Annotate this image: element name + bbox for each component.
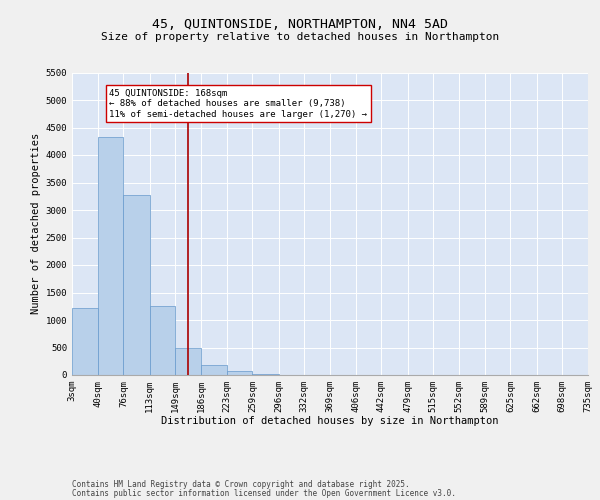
Bar bbox=[175, 348, 201, 375]
Text: 45 QUINTONSIDE: 168sqm
← 88% of detached houses are smaller (9,738)
11% of semi-: 45 QUINTONSIDE: 168sqm ← 88% of detached… bbox=[109, 89, 367, 119]
Bar bbox=[72, 308, 98, 375]
Bar bbox=[149, 306, 175, 375]
Text: Size of property relative to detached houses in Northampton: Size of property relative to detached ho… bbox=[101, 32, 499, 42]
Bar bbox=[201, 366, 227, 375]
X-axis label: Distribution of detached houses by size in Northampton: Distribution of detached houses by size … bbox=[161, 416, 499, 426]
Text: Contains HM Land Registry data © Crown copyright and database right 2025.: Contains HM Land Registry data © Crown c… bbox=[72, 480, 410, 489]
Text: 45, QUINTONSIDE, NORTHAMPTON, NN4 5AD: 45, QUINTONSIDE, NORTHAMPTON, NN4 5AD bbox=[152, 18, 448, 30]
Bar bbox=[98, 138, 124, 375]
Text: Contains public sector information licensed under the Open Government Licence v3: Contains public sector information licen… bbox=[72, 488, 456, 498]
Bar bbox=[227, 371, 253, 375]
Y-axis label: Number of detached properties: Number of detached properties bbox=[31, 133, 41, 314]
Bar bbox=[124, 194, 149, 375]
Bar bbox=[253, 374, 278, 375]
